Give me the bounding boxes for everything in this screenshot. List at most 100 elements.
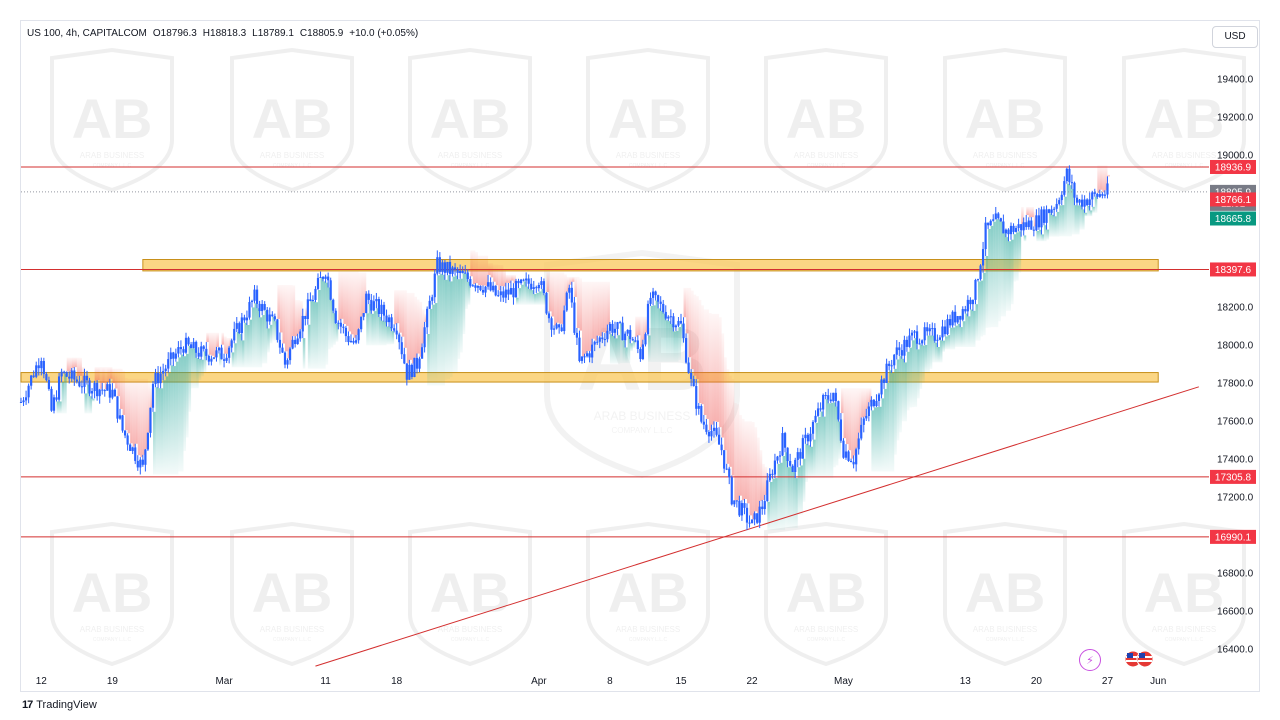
candle-body [550, 318, 553, 330]
x-tick-label: 8 [607, 676, 613, 687]
candle [773, 453, 777, 479]
cloud-up-segment [203, 351, 207, 373]
cloud-up-segment [615, 338, 618, 364]
cloud-up-segment [528, 288, 532, 305]
watermark-shield [50, 47, 174, 193]
candle [1012, 223, 1015, 235]
candle [560, 324, 563, 332]
watermark-text: ARAB BUSINESS [438, 151, 502, 160]
candle [517, 278, 520, 289]
cloud-up-segment [1023, 235, 1027, 242]
cloud-down-segment [640, 316, 643, 348]
candle-body [481, 289, 485, 293]
watermark-monogram: AB [1144, 561, 1225, 624]
candle-body [57, 376, 61, 400]
candle [961, 306, 964, 322]
candle [243, 314, 246, 323]
cloud-up-segment [541, 288, 544, 305]
cloud-up-segment [792, 472, 796, 529]
candle-body [702, 421, 705, 425]
cloud-up-segment [681, 324, 684, 347]
cloud-down-segment [546, 272, 549, 293]
candle [1040, 206, 1043, 235]
cloud-up-segment [823, 416, 826, 479]
candle [943, 320, 947, 337]
candle-body [743, 503, 746, 508]
candle-body [657, 295, 660, 302]
currency-button[interactable]: USD [1212, 26, 1258, 48]
cloud-up-segment [1092, 206, 1095, 213]
candle-body [319, 276, 322, 278]
candle [1035, 209, 1038, 232]
watermark-shield [586, 47, 710, 193]
candle-body [195, 341, 198, 353]
candle-body [829, 399, 832, 402]
cloud-down-segment [396, 290, 400, 324]
cloud-up-segment [160, 388, 164, 475]
candle-body [423, 327, 426, 348]
cloud-down-segment [868, 388, 872, 403]
candle [710, 424, 713, 441]
candle [639, 347, 642, 362]
cloud-up-segment [767, 501, 770, 531]
candle [629, 325, 632, 344]
tradingview-footer[interactable]: 17 TradingView [22, 699, 97, 711]
candle-body [403, 354, 406, 364]
cloud-down-segment [856, 388, 859, 448]
candle [291, 336, 294, 350]
candle-body [525, 278, 528, 281]
candle [177, 341, 180, 358]
candle-body [253, 289, 256, 301]
ohlc-change: +10.0 (+0.05%) [349, 28, 419, 39]
candle-body [882, 379, 886, 383]
candle-body [540, 281, 543, 285]
candle-body [601, 337, 604, 340]
symbol-name[interactable]: US 100, 4h, CAPITALCOM [27, 28, 147, 39]
candle-body [415, 357, 419, 369]
cloud-up-segment [952, 327, 956, 350]
candle-body [608, 323, 612, 331]
candle [253, 284, 256, 304]
candle [101, 382, 104, 395]
candle [93, 380, 96, 399]
candle-body [393, 328, 396, 331]
candle-body [624, 333, 627, 341]
levels-layer [21, 166, 1209, 538]
candle [951, 310, 954, 328]
flags-icon[interactable] [1124, 649, 1154, 669]
candle-body [933, 328, 936, 341]
candle [677, 317, 680, 327]
candle-body [1030, 220, 1033, 230]
candle [225, 353, 228, 363]
y-tick-label: 17200.0 [1217, 493, 1254, 504]
candle-body [862, 418, 865, 425]
candle [705, 418, 708, 435]
cloud-down-segment [224, 336, 227, 354]
candle [855, 447, 858, 472]
candle-body [636, 340, 639, 350]
watermark-text: ARAB BUSINESS [260, 151, 324, 160]
candle-body [1070, 182, 1074, 184]
candle [415, 353, 419, 374]
candle [687, 357, 690, 374]
candle [78, 375, 81, 388]
candle-body [304, 315, 307, 320]
candle-body [923, 327, 926, 341]
watermark-monogram: AB [965, 87, 1046, 150]
cloud-up-segment [59, 401, 62, 414]
candle-body [179, 347, 183, 350]
cloud-down-segment [559, 272, 562, 324]
lightning-icon[interactable]: ⚡ [1079, 649, 1101, 671]
candle-body [197, 352, 200, 357]
candle [844, 444, 848, 460]
cloud-down-segment [338, 271, 341, 321]
cloud-up-segment [1046, 229, 1050, 240]
watermark-monogram: AB [608, 87, 689, 150]
cloud-down-segment [853, 388, 857, 456]
candle-body [172, 352, 175, 359]
candle-body [52, 397, 56, 411]
cloud-down-segment [688, 287, 692, 358]
cloud-up-segment [648, 335, 651, 362]
